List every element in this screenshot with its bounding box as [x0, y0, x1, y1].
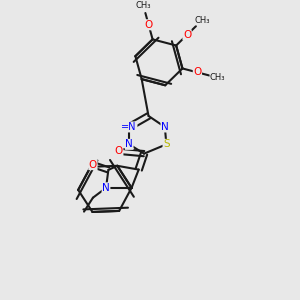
Text: S: S [163, 140, 170, 149]
Text: O: O [193, 68, 202, 77]
Text: CH₃: CH₃ [194, 16, 209, 25]
Text: N: N [161, 122, 169, 132]
Text: CH₃: CH₃ [136, 1, 151, 10]
Text: =N: =N [122, 122, 137, 132]
Text: O: O [89, 160, 97, 170]
Text: N: N [102, 183, 110, 193]
Text: CH₃: CH₃ [210, 73, 225, 82]
Text: O: O [183, 30, 191, 40]
Text: N: N [125, 140, 133, 149]
Text: O: O [145, 20, 153, 30]
Text: O: O [115, 146, 123, 156]
